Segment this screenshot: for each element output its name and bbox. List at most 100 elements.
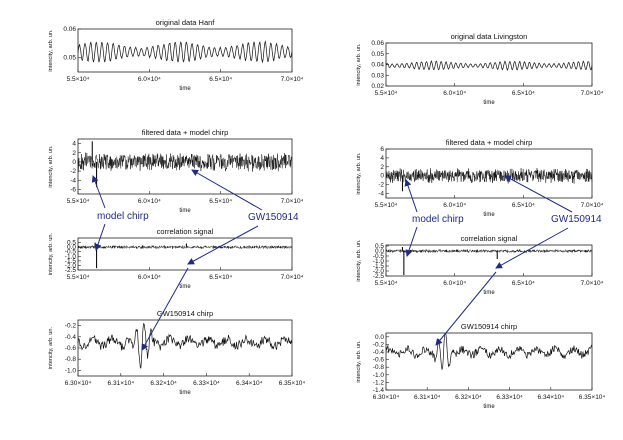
arrow-model-chirp-right-down [405, 226, 418, 257]
y-tick-label: -1.0 [65, 253, 77, 260]
y-tick-label: 2 [380, 164, 384, 171]
x-tick-label: 6.30×10⁴ [373, 394, 400, 401]
panel-title: correlation signal [461, 234, 518, 243]
x-tick-label: 6.0×10⁴ [138, 198, 161, 205]
y-axis-label: intencity, arb. un. [356, 239, 362, 282]
gw-event-label-left: GW150914 [248, 212, 299, 223]
panel-title: correlation signal [157, 227, 214, 236]
plot-frame [385, 332, 593, 391]
y-tick-label: -0.5 [65, 249, 77, 256]
y-tick-label: -0.8 [65, 356, 77, 363]
panel-title: GW150914 chirp [157, 309, 213, 318]
arrow-gw-left-down [187, 225, 259, 265]
arrow-gw-left-chirp [141, 267, 189, 351]
y-tick-label: 0.0 [375, 248, 384, 255]
arrow-gw-left-up [191, 169, 263, 211]
x-tick-label: 5.5×10⁴ [67, 198, 90, 205]
plot-frame [77, 138, 293, 195]
y-tick-label: -1.2 [373, 379, 385, 386]
arrow-gw-right-up [504, 175, 573, 213]
panel-h-corr: correlation signal 0.50.0-0.5-1.0-1.5-2.0… [48, 227, 304, 290]
panel-title: original data Hanf [156, 18, 216, 27]
y-axis-label: intencity, arb. un. [48, 326, 54, 369]
y-tick-label: 0.06 [371, 40, 384, 47]
y-tick-label: 6 [380, 146, 384, 153]
x-axis-label: time [179, 390, 191, 396]
y-tick-label: -0.6 [65, 345, 77, 352]
x-tick-label: 6.35×10⁴ [579, 394, 606, 401]
y-tick-label: 0.0 [67, 244, 76, 251]
y-tick-label: 4 [380, 155, 384, 162]
x-axis-label: time [179, 208, 191, 214]
series-line [385, 333, 593, 371]
x-tick-label: 6.31×10⁴ [108, 380, 135, 387]
x-axis-label: time [179, 284, 191, 290]
model-chirp-label-left: model chirp [97, 211, 149, 222]
x-tick-label: 6.5×10⁴ [512, 90, 535, 97]
x-tick-label: 6.5×10⁴ [512, 202, 535, 209]
series-line [385, 248, 593, 254]
y-tick-label: -2.0 [373, 268, 385, 275]
y-tick-label: -0.2 [65, 323, 77, 330]
y-tick-label: -4 [70, 177, 76, 184]
y-axis-label: intencity, arb. un. [48, 145, 54, 188]
arrow-model-chirp-left-down [94, 223, 106, 251]
gw-event-label-right: GW150914 [551, 214, 602, 225]
plot-frame [77, 237, 293, 271]
panel-l-orig: original data Livingston 0.06 0.05 0.04 0.03… [356, 32, 604, 106]
x-tick-label: 7.0×10⁴ [581, 202, 604, 209]
x-tick-label: 6.32×10⁴ [455, 394, 482, 401]
y-tick-label: -4 [378, 191, 384, 198]
x-axis-label: time [483, 212, 495, 218]
y-tick-label: 4 [72, 141, 76, 148]
x-tick-label: 6.5×10⁴ [209, 76, 232, 83]
arrow-gw-right-chirp [435, 271, 497, 346]
x-tick-label: 5.5×10⁴ [67, 76, 90, 83]
y-tick-label: 0.03 [371, 72, 384, 79]
y-axis-label: intencity, arb. un. [356, 152, 362, 195]
y-tick-label: 0.0 [375, 334, 384, 341]
series-line [77, 244, 293, 250]
panel-l-filt: filtered data + model chirp 6 4 2 0 -2 -4 5.5×1… [356, 138, 604, 218]
y-tick-label: 0.5 [67, 240, 76, 247]
panel-title: filtered data + model chirp [142, 128, 229, 137]
x-tick-label: 7.0×10⁴ [581, 280, 604, 287]
y-tick-label: -2 [378, 182, 384, 189]
panel-title: GW150914 chirp [461, 322, 517, 331]
y-tick-label: -2.5 [373, 273, 385, 280]
y-tick-label: 2 [72, 150, 76, 157]
series-line [77, 322, 293, 369]
y-tick-label: -0.5 [373, 253, 385, 260]
x-tick-label: 6.0×10⁴ [138, 274, 161, 281]
series-line [77, 40, 293, 64]
x-tick-label: 7.0×10⁴ [581, 90, 604, 97]
arrow-model-chirp-left-up [91, 175, 106, 209]
y-tick-label: 0.5 [375, 243, 384, 250]
y-tick-label: -1.5 [373, 263, 385, 270]
series-line [385, 168, 593, 184]
x-tick-label: 7.0×10⁴ [281, 274, 304, 281]
y-tick-label: -0.6 [373, 357, 385, 364]
plot-frame [77, 319, 293, 377]
x-axis-label: time [179, 86, 191, 92]
y-tick-label: -0.4 [65, 334, 77, 341]
panel-h-filt: filtered data + model chirp 4 2 0 -2 -4 -6 5.5×… [48, 128, 304, 214]
y-axis-label: intencity, arb. un. [356, 43, 362, 86]
y-tick-label: -0.2 [373, 341, 385, 348]
panel-l-corr: correlation signal 0.50.0-0.5-1.0-1.5-2.0… [356, 234, 604, 296]
y-tick-label: -1.0 [65, 367, 77, 374]
y-tick-label: 0.02 [371, 83, 384, 90]
x-tick-label: 6.0×10⁴ [443, 202, 466, 209]
x-tick-label: 6.0×10⁴ [443, 280, 466, 287]
y-tick-label: -1.0 [373, 258, 385, 265]
y-tick-label: 0 [72, 159, 76, 166]
x-tick-label: 5.5×10⁴ [375, 90, 398, 97]
x-axis-label: time [483, 404, 495, 410]
y-axis-label: intencity, arb. un. [356, 340, 362, 383]
panel-h-chirp: GW150914 chirp -0.2 -0.4 -0.6 -0.8 -1.0 6.30×1… [48, 309, 305, 396]
x-axis-label: time [483, 100, 495, 106]
model-chirp-label-right: model chirp [412, 214, 464, 225]
x-tick-label: 7.0×10⁴ [281, 198, 304, 205]
x-tick-label: 6.0×10⁴ [443, 90, 466, 97]
